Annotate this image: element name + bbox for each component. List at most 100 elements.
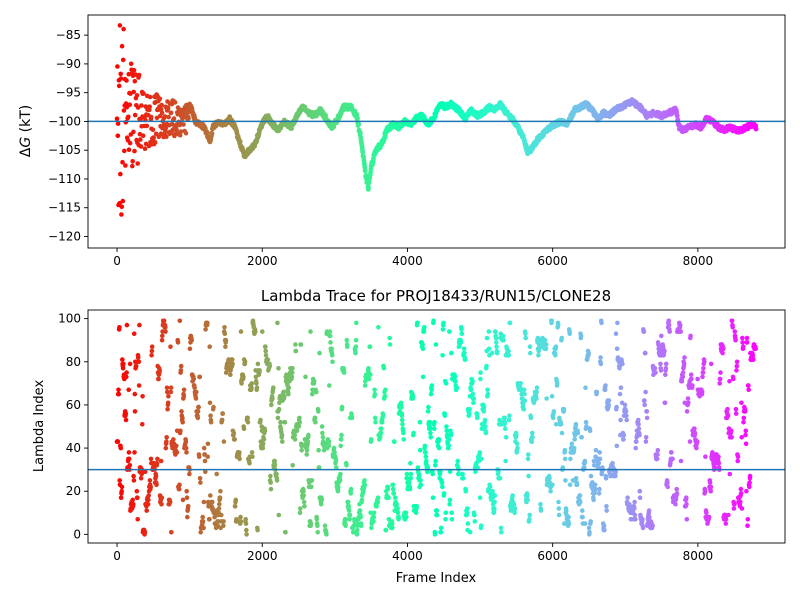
lambda-point: [250, 454, 255, 460]
lambda-point: [440, 484, 445, 490]
lambda-point: [351, 523, 357, 528]
lambda-point: [290, 366, 295, 371]
lambda-point: [512, 510, 517, 516]
lambda-point: [120, 366, 126, 371]
lambda-point: [237, 450, 242, 455]
lambda-point: [178, 363, 184, 369]
lambda-point: [348, 491, 354, 496]
lambda-point: [608, 473, 613, 479]
lambda-point: [690, 383, 695, 388]
lambda-point: [177, 318, 183, 324]
lambda-point: [733, 406, 739, 412]
lambda-point: [568, 456, 573, 462]
delta-g-point: [171, 116, 177, 121]
lambda-point: [640, 525, 646, 531]
lambda-point: [238, 519, 244, 524]
lambda-point: [223, 337, 229, 343]
lambda-x-axis-label: Frame Index: [396, 571, 477, 586]
delta-g-point: [178, 129, 184, 134]
lambda-point: [548, 488, 553, 494]
lambda-point: [544, 342, 549, 347]
lambda-point: [732, 501, 737, 507]
lambda-point: [200, 519, 206, 524]
delta-g-point: [323, 113, 328, 118]
delta-g-point: [150, 127, 156, 133]
lambda-point: [555, 381, 560, 386]
lambda-point: [467, 406, 472, 412]
lambda-y-tick-label: 0: [73, 527, 81, 541]
lambda-point: [302, 504, 307, 509]
delta-g-point: [164, 134, 169, 140]
delta-g-point: [356, 122, 362, 127]
delta-g-point: [165, 105, 171, 110]
lambda-point: [398, 400, 404, 406]
lambda-point: [195, 409, 201, 414]
lambda-point: [166, 394, 171, 399]
lambda-point: [408, 471, 414, 477]
lambda-point: [479, 456, 484, 462]
lambda-point: [550, 482, 555, 488]
lambda-y-tick-label: 20: [66, 484, 81, 498]
lambda-point: [139, 471, 144, 477]
lambda-point: [155, 456, 160, 462]
lambda-point: [604, 504, 609, 509]
lambda-point: [327, 383, 332, 388]
lambda-point: [673, 501, 678, 507]
lambda-point: [597, 450, 602, 455]
lambda-point: [580, 514, 585, 520]
lambda-point: [525, 497, 530, 503]
lambda-point: [444, 424, 449, 429]
lambda-point: [327, 329, 333, 334]
lambda-point: [593, 486, 598, 492]
lambda-point: [632, 512, 638, 518]
lambda-point: [655, 447, 661, 453]
lambda-point: [387, 335, 393, 341]
delta-g-point: [366, 185, 371, 191]
lambda-point: [390, 482, 396, 488]
lambda-point: [716, 454, 721, 460]
lambda-point: [383, 527, 389, 533]
lambda-point: [253, 329, 258, 334]
lambda-point: [566, 514, 571, 520]
lambda-point: [507, 413, 512, 419]
lambda-point: [371, 514, 377, 520]
delta-g-point: [144, 123, 150, 129]
lambda-point: [187, 346, 193, 352]
lambda-point: [329, 353, 335, 358]
lambda-point: [684, 495, 689, 501]
lambda-point: [614, 443, 620, 449]
lambda-point: [312, 415, 318, 421]
lambda-point: [329, 346, 335, 352]
lambda-point: [502, 419, 508, 425]
lambda-point: [582, 521, 588, 526]
lambda-point: [119, 484, 125, 490]
lambda-point: [270, 396, 275, 401]
lambda-point: [389, 521, 395, 526]
lambda-point: [596, 491, 602, 496]
lambda-point: [257, 368, 262, 373]
lambda-point: [721, 346, 726, 352]
lambda-point: [164, 435, 169, 440]
lambda-point: [747, 473, 753, 479]
lambda-point: [124, 322, 130, 328]
lambda-point: [734, 368, 739, 373]
delta-g-x-tick-label: 8000: [683, 254, 714, 268]
lambda-point: [167, 499, 173, 505]
lambda-point: [680, 370, 686, 375]
lambda-point: [428, 391, 434, 397]
lambda-point: [708, 488, 713, 494]
lambda-point: [740, 335, 745, 341]
delta-g-point: [237, 139, 243, 145]
lambda-point: [449, 517, 455, 522]
lambda-point: [662, 348, 667, 354]
lambda-point: [377, 435, 383, 440]
delta-g-point: [360, 149, 366, 155]
delta-g-y-tick-label: −100: [48, 114, 81, 128]
lambda-point: [484, 335, 490, 341]
lambda-point: [738, 491, 744, 496]
lambda-point: [486, 346, 492, 352]
lambda-point: [159, 495, 165, 501]
lambda-point: [699, 389, 705, 395]
lambda-point: [663, 372, 668, 378]
lambda-point: [392, 439, 397, 444]
